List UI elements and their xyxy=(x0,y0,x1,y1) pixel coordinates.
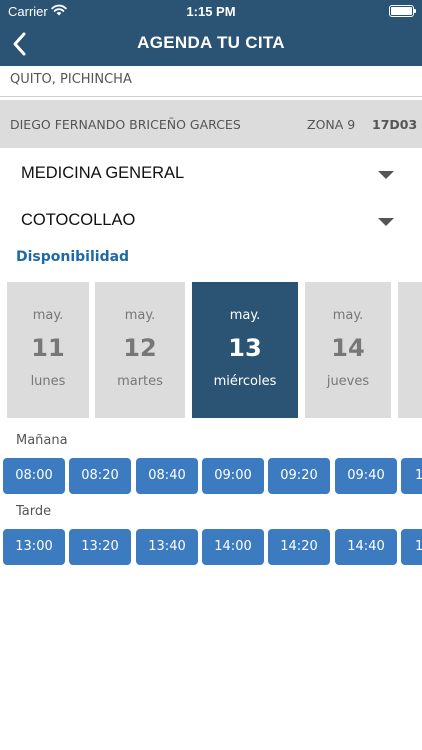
day-card[interactable]: may. 14 jueves xyxy=(305,282,391,418)
afternoon-label: Tarde xyxy=(16,504,52,519)
time-slot-button-partial[interactable]: 15:00 xyxy=(401,529,422,565)
status-time: 1:15 PM xyxy=(186,4,236,19)
carrier-label: Carrier xyxy=(8,4,48,19)
day-number: 13 xyxy=(228,334,262,362)
divider xyxy=(0,96,422,97)
day-card[interactable]: may. 11 lunes xyxy=(7,282,89,418)
day-weekday: jueves xyxy=(326,374,370,389)
patient-zone: ZONA 9 xyxy=(307,117,356,132)
day-month: may. xyxy=(332,308,364,323)
time-slot-button[interactable]: 13:20 xyxy=(69,529,131,565)
time-slot-button[interactable]: 08:40 xyxy=(136,458,198,494)
day-month: may. xyxy=(32,308,64,323)
chevron-down-icon xyxy=(378,171,394,179)
day-month: may. xyxy=(229,308,261,323)
page-title: AGENDA TU CITA xyxy=(137,33,285,52)
day-number: 12 xyxy=(123,334,157,362)
patient-info-bar: DIEGO FERNANDO BRICEÑO GARCES ZONA 9 17D… xyxy=(0,100,422,148)
wifi-icon xyxy=(51,4,67,16)
day-weekday: martes xyxy=(117,374,163,389)
time-slot-button[interactable]: 13:40 xyxy=(136,529,198,565)
status-bar: Carrier 1:15 PM xyxy=(0,0,422,22)
time-slot-button[interactable]: 14:00 xyxy=(202,529,264,565)
time-slot-button-partial[interactable]: 10:00 xyxy=(401,458,422,494)
time-slot-button[interactable]: 08:20 xyxy=(69,458,131,494)
patient-district-code: 17D03 xyxy=(372,117,418,132)
time-slot-button[interactable]: 09:40 xyxy=(335,458,397,494)
morning-label: Mañana xyxy=(16,433,68,448)
day-card[interactable]: may. 12 martes xyxy=(95,282,185,418)
patient-name: DIEGO FERNANDO BRICEÑO GARCES xyxy=(10,117,241,132)
time-slot-button[interactable]: 09:00 xyxy=(202,458,264,494)
day-card-partial[interactable] xyxy=(398,282,422,418)
availability-title: Disponibilidad xyxy=(16,249,130,265)
time-slot-button[interactable]: 14:40 xyxy=(335,529,397,565)
day-weekday: miércoles xyxy=(213,374,277,389)
app-header: Carrier 1:15 PM AGENDA TU CITA xyxy=(0,0,422,66)
day-card-selected[interactable]: may. 13 miércoles xyxy=(192,282,298,418)
chevron-left-icon xyxy=(13,32,26,56)
location-label: QUITO, PICHINCHA xyxy=(10,72,132,87)
chevron-down-icon xyxy=(378,218,394,226)
specialty-select[interactable]: MEDICINA GENERAL xyxy=(0,154,422,194)
day-month: may. xyxy=(124,308,156,323)
day-number: 14 xyxy=(331,334,365,362)
health-center-select[interactable]: COTOCOLLAO xyxy=(0,201,422,241)
day-weekday: lunes xyxy=(30,374,66,389)
specialty-select-value: MEDICINA GENERAL xyxy=(21,164,185,182)
time-slot-button[interactable]: 14:20 xyxy=(268,529,330,565)
time-slot-button[interactable]: 09:20 xyxy=(268,458,330,494)
time-slot-button[interactable]: 13:00 xyxy=(3,529,65,565)
battery-icon xyxy=(389,5,416,17)
time-slot-button[interactable]: 08:00 xyxy=(3,458,65,494)
day-number: 11 xyxy=(31,334,65,362)
back-button[interactable] xyxy=(8,28,36,60)
health-center-select-value: COTOCOLLAO xyxy=(21,211,136,229)
